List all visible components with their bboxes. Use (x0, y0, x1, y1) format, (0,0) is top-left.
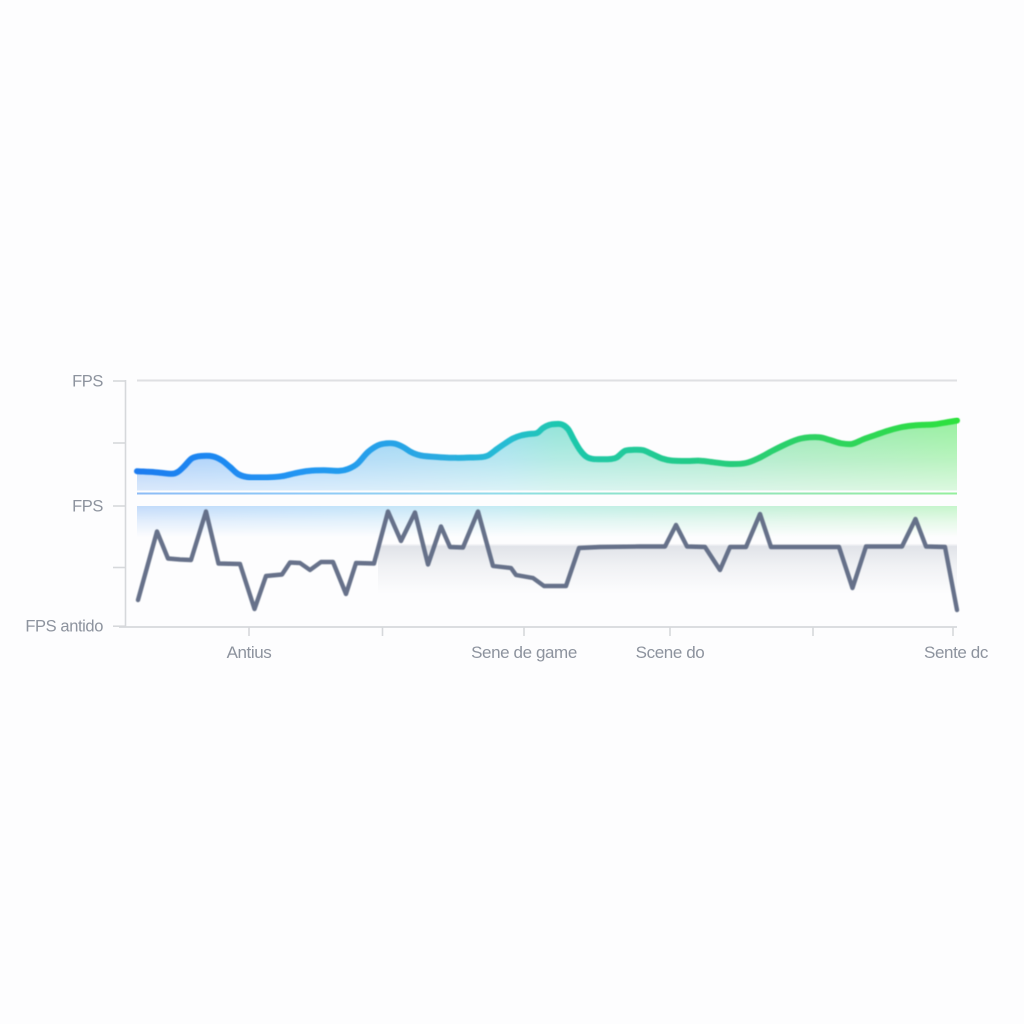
svg-text:Sente dc: Sente dc (924, 643, 989, 662)
svg-text:Scene do: Scene do (636, 643, 705, 662)
svg-text:FPS: FPS (72, 373, 103, 391)
svg-text:FPS: FPS (72, 498, 103, 516)
svg-text:FPS antido: FPS antido (25, 618, 103, 636)
svg-text:Sene de game: Sene de game (471, 643, 577, 662)
svg-text:Antius: Antius (227, 643, 272, 662)
